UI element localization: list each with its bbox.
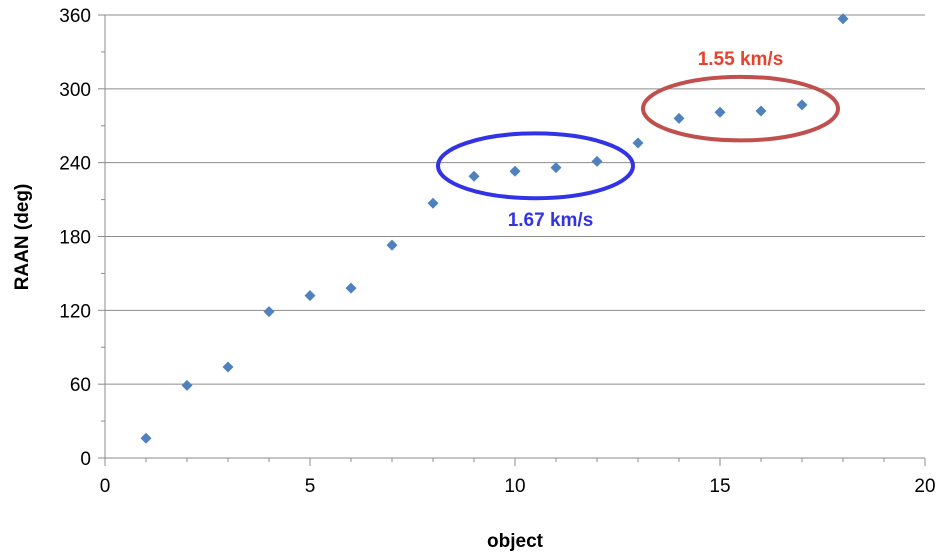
y-tick-label: 180 [59,228,91,249]
y-tick-label: 300 [59,80,91,101]
y-tick-label: 360 [59,6,91,27]
y-tick-label: 120 [59,301,91,322]
data-point [550,162,562,174]
data-point [591,155,603,167]
annotation-label-2: 1.55 km/s [698,49,784,70]
data-point [222,361,234,373]
data-point [140,432,152,444]
x-tick-label: 20 [914,476,935,497]
data-point [304,290,316,302]
data-point [181,379,193,391]
axes [98,14,926,466]
data-point [427,197,439,209]
data-point [796,99,808,111]
data-point [509,165,521,177]
x-tick-label: 5 [305,476,316,497]
annotation-ellipse-2 [641,74,840,143]
tick-labels: 0 60 120 180 240 300 360 0 5 10 15 20 [59,6,935,497]
y-tick-label: 0 [80,449,91,470]
data-point [345,282,357,294]
annotation-ellipse-1 [436,131,635,201]
data-point [673,112,685,124]
data-point [714,106,726,118]
y-tick-label: 240 [59,154,91,175]
data-point [386,239,398,251]
annotation-label-1: 1.67 km/s [508,210,594,231]
y-tick-label: 60 [70,375,91,396]
x-tick-label: 10 [504,476,525,497]
data-point [468,170,480,182]
data-point [837,13,849,25]
data-point [632,137,644,149]
x-tick-label: 0 [100,476,111,497]
x-tick-label: 15 [709,476,730,497]
y-axis-title: RAAN (deg) [12,184,33,291]
annotations: 1.67 km/s 1.55 km/s [436,49,840,231]
grid-lines [105,14,925,385]
data-point [263,306,275,318]
data-point [755,105,767,117]
data-points [140,13,849,444]
x-axis-title: object [487,531,544,552]
